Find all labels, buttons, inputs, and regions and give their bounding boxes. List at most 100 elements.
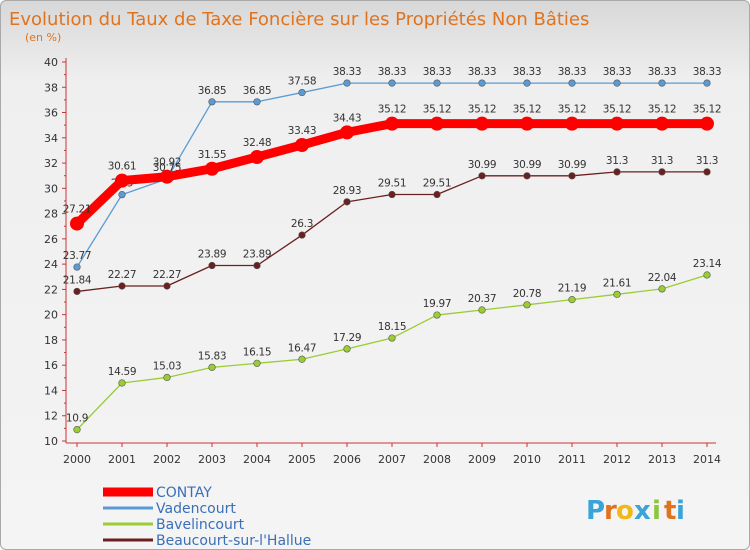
- data-point: [478, 172, 486, 180]
- data-point: [613, 79, 621, 87]
- data-label: 38.33: [648, 66, 677, 78]
- data-label: 26.3: [291, 218, 313, 230]
- data-label: 31.3: [651, 155, 673, 167]
- data-label: 38.33: [513, 66, 542, 78]
- data-point: [343, 79, 351, 87]
- data-label: 31.55: [198, 149, 227, 161]
- data-point: [388, 334, 396, 342]
- data-point: [73, 287, 81, 296]
- data-point: [208, 363, 216, 371]
- data-label: 35.12: [513, 104, 542, 116]
- data-label: 38.33: [558, 66, 587, 78]
- data-point: [568, 296, 576, 304]
- data-point: [73, 426, 81, 434]
- axes: 10 12 14 16 18 20 22 24 26 28 30 32 34 36 38 40 2000 2001…: [44, 56, 721, 466]
- data-point: [118, 191, 126, 199]
- data-label: 21.84: [63, 274, 92, 286]
- x-tick-label: 2006: [333, 453, 361, 466]
- y-tick-label: 36: [44, 107, 58, 120]
- x-tick-label: 2008: [423, 453, 451, 466]
- data-point: [433, 190, 441, 199]
- data-label: 27.21: [63, 204, 92, 216]
- y-tick-label: 14: [44, 384, 58, 397]
- data-point: [298, 355, 306, 363]
- x-tick-label: 2009: [468, 453, 496, 466]
- data-point: [658, 79, 666, 87]
- legend: CONTAYVadencourtBavelincourtBeaucourt-su…: [103, 485, 311, 549]
- data-point: [298, 88, 306, 97]
- data-point: [388, 79, 396, 87]
- data-point: [343, 198, 351, 206]
- chart-unit-label: (en %): [25, 31, 61, 44]
- y-tick-label: 26: [44, 233, 58, 246]
- series-bavelincourt: 10.9 14.59 15.03 15.83 16.15 16.47 17.29 18.15 1…: [66, 258, 722, 434]
- data-label: 19.97: [423, 298, 452, 310]
- data-point: [523, 301, 531, 309]
- data-point: [208, 261, 216, 270]
- data-label: 29.51: [423, 178, 452, 190]
- data-point: [340, 125, 354, 140]
- data-point: [520, 116, 534, 131]
- data-point: [655, 116, 669, 131]
- logo-letter: i: [652, 496, 661, 526]
- series-line-bavelincourt: [76, 274, 708, 431]
- data-label: 20.37: [468, 293, 497, 305]
- data-point: [658, 285, 666, 293]
- data-point: [703, 271, 711, 279]
- data-label: 23.14: [693, 258, 722, 270]
- data-point: [568, 79, 576, 87]
- data-label: 17.29: [333, 332, 362, 344]
- chart-title: Evolution du Taux de Taxe Foncière sur l…: [9, 9, 589, 30]
- data-label: 16.15: [243, 346, 272, 358]
- data-label: 35.12: [558, 104, 587, 116]
- y-tick-label: 40: [44, 56, 58, 69]
- legend-label: Bavelincourt: [156, 517, 245, 533]
- data-point: [343, 345, 351, 353]
- data-label: 30.99: [558, 159, 587, 171]
- data-point: [475, 116, 489, 131]
- data-label: 35.12: [693, 104, 722, 116]
- y-tick-label: 32: [44, 157, 58, 170]
- proxiti-logo: Pr o x i t i: [586, 496, 685, 526]
- data-point: [613, 168, 621, 176]
- y-tick-label: 28: [44, 208, 58, 221]
- data-label: 20.78: [513, 288, 542, 300]
- y-tick-label: 16: [44, 359, 58, 372]
- data-label: 18.15: [378, 321, 407, 333]
- y-tick-label: 24: [44, 258, 58, 271]
- data-point: [73, 263, 81, 271]
- data-point: [568, 172, 576, 180]
- data-label: 21.61: [603, 277, 632, 289]
- y-tick-label: 10: [44, 435, 58, 448]
- data-label: 38.33: [333, 66, 362, 78]
- data-label: 35.12: [468, 104, 497, 116]
- data-label: 30.92: [153, 157, 182, 169]
- logo-letter: i: [676, 496, 685, 526]
- data-label: 30.99: [513, 159, 542, 171]
- data-label: 34.43: [333, 112, 362, 124]
- data-label: 37.58: [288, 76, 317, 88]
- data-label: 23.89: [243, 249, 272, 261]
- data-label: 21.19: [558, 283, 587, 295]
- data-point: [205, 161, 219, 176]
- data-label: 22.27: [153, 269, 182, 281]
- legend-label: Beaucourt-sur-l'Hallue: [156, 533, 311, 549]
- data-point: [163, 373, 171, 382]
- data-point: [160, 169, 174, 184]
- data-label: 22.04: [648, 272, 677, 284]
- data-label: 36.85: [243, 85, 272, 97]
- data-point: [478, 306, 486, 314]
- y-tick-label: 12: [44, 410, 58, 423]
- data-point: [433, 79, 441, 87]
- data-label: 38.33: [603, 66, 632, 78]
- data-label: 15.03: [153, 360, 182, 372]
- x-tick-label: 2011: [558, 453, 586, 466]
- data-point: [118, 282, 126, 290]
- data-label: 28.93: [333, 185, 362, 197]
- data-label: 30.99: [468, 159, 497, 171]
- data-label: 31.3: [696, 155, 718, 167]
- data-point: [703, 168, 711, 176]
- data-point: [430, 116, 444, 131]
